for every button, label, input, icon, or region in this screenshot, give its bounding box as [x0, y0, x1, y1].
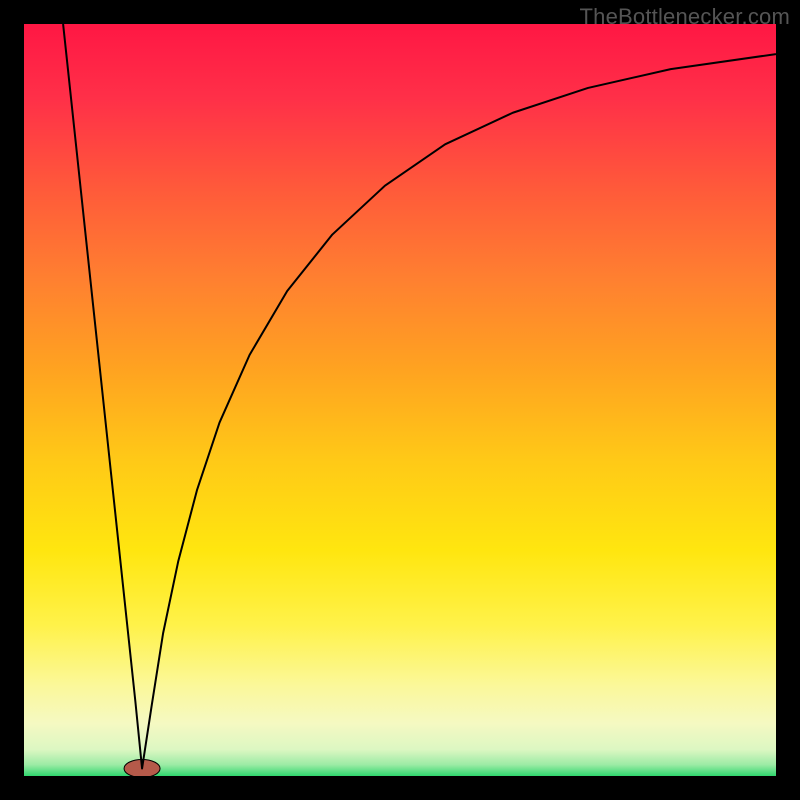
watermark-text: TheBottlenecker.com — [580, 4, 790, 30]
chart-outer: TheBottlenecker.com — [0, 0, 800, 800]
gradient-background — [24, 24, 776, 776]
plot-area — [24, 24, 776, 776]
chart-svg — [24, 24, 776, 776]
